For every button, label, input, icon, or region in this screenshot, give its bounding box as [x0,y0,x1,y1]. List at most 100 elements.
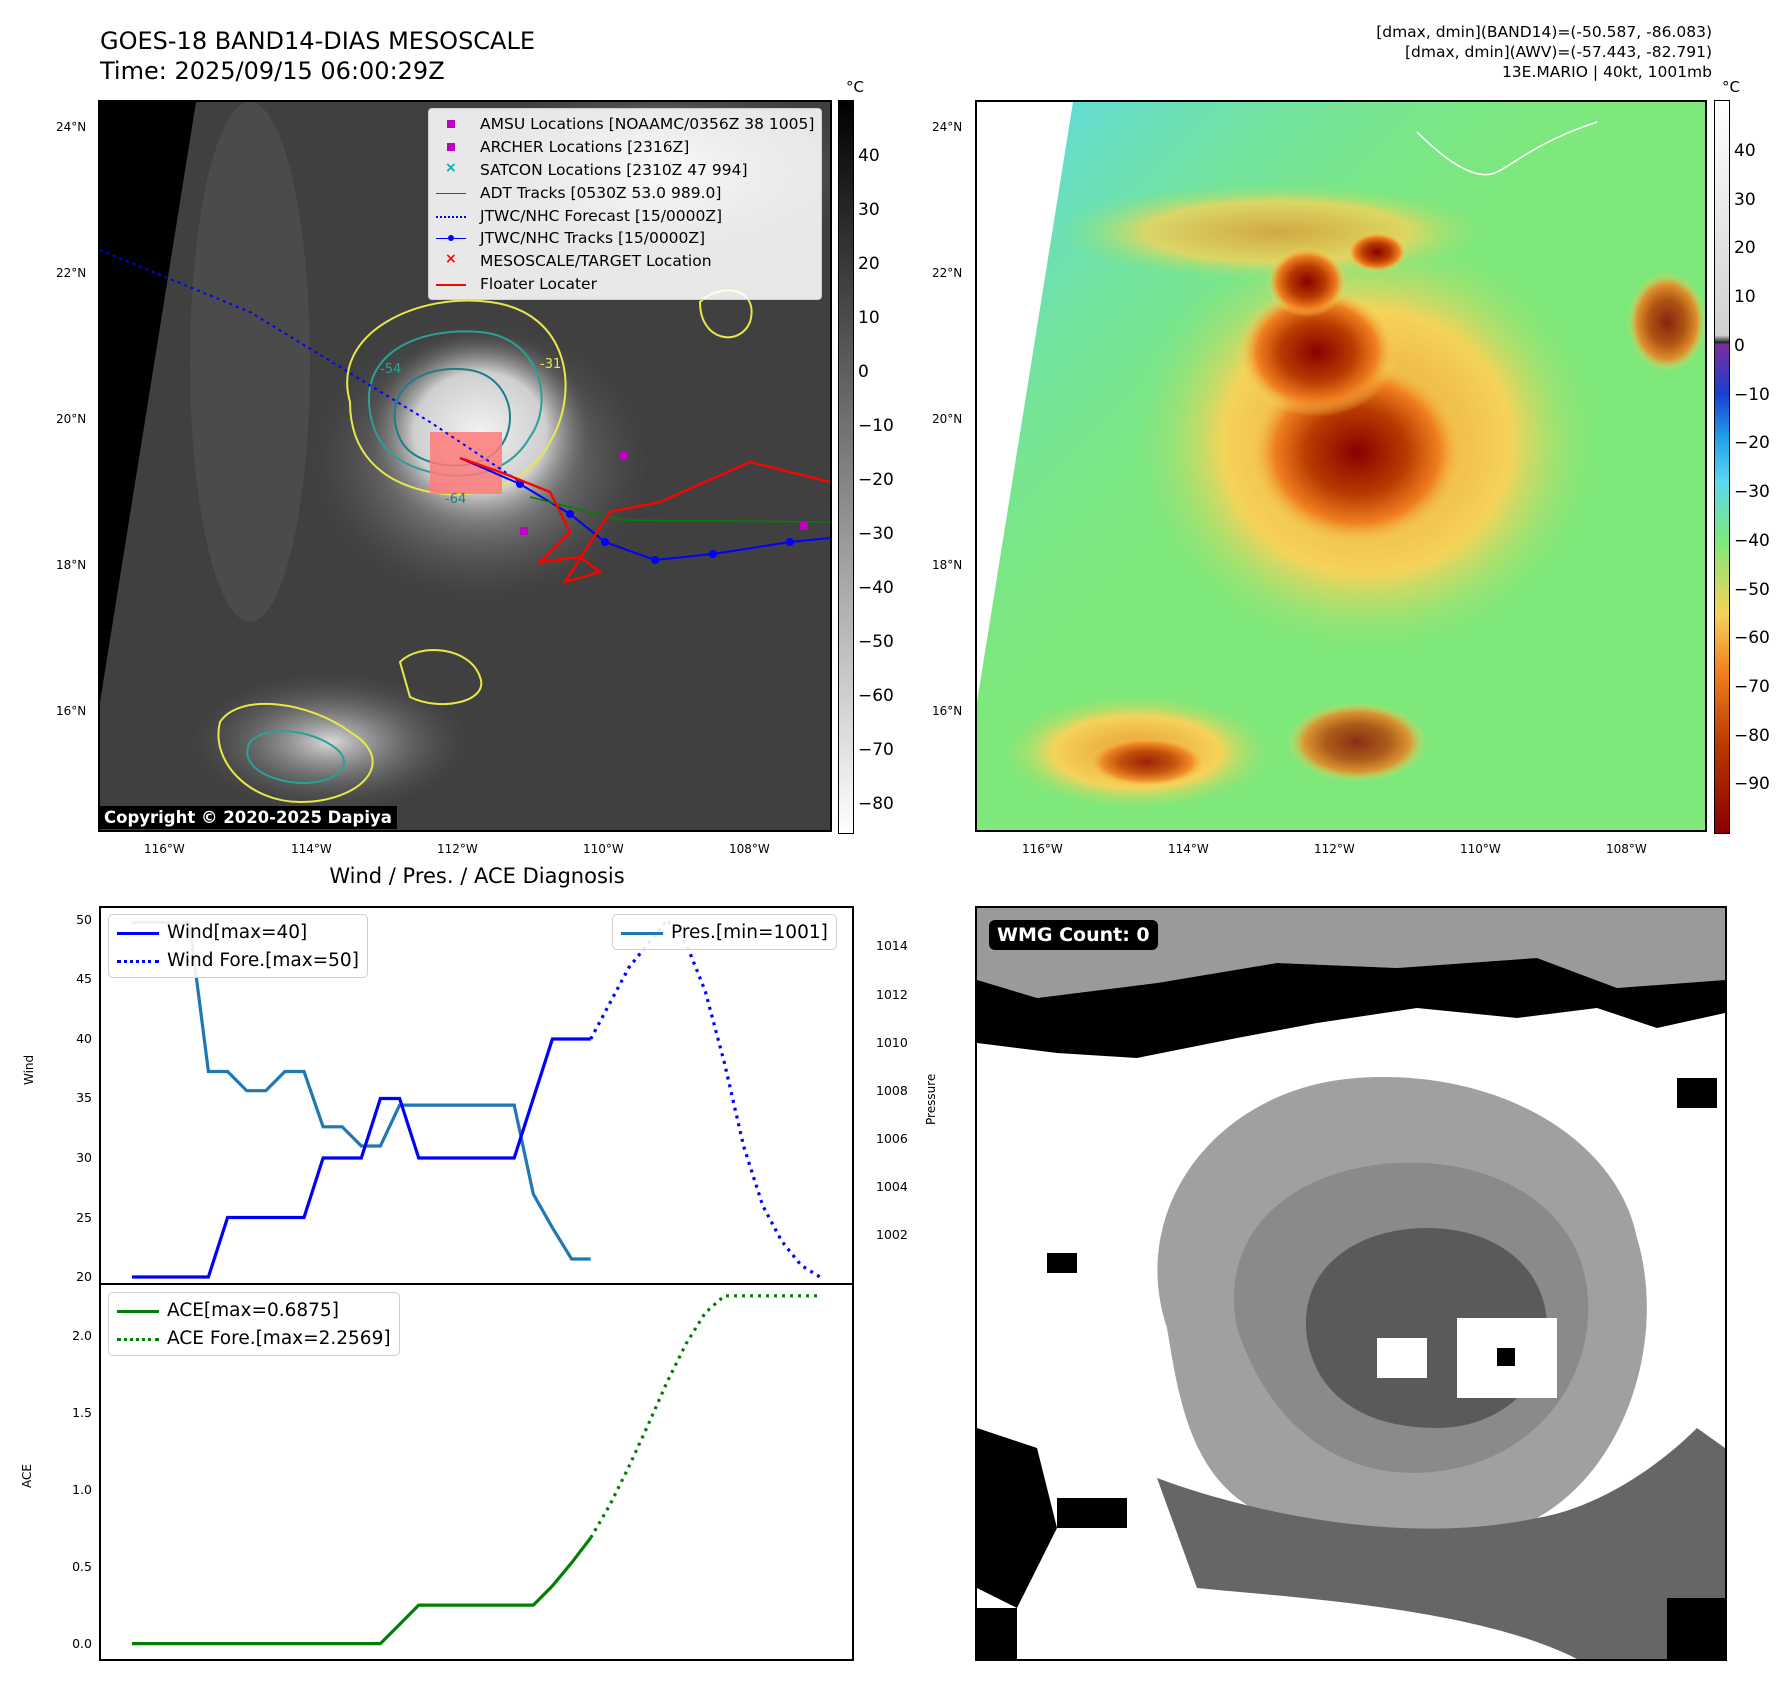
lon-tick-label: 112°W [437,842,478,856]
colorbar-tick: 40 [858,146,880,166]
grayscale-colorbar [838,100,854,834]
contour-label: -31 [540,357,562,372]
legend-item-floater: Floater Locater [436,273,814,296]
color-map-image [977,102,1705,830]
lat-tick-label: 20°N [932,412,963,426]
contour-label: -64 [445,492,467,507]
wind-tick-label: 30 [76,1150,92,1165]
legend-item-satcon: × SATCON Locations [2310Z 47 994] [445,159,748,179]
pressure-tick-label: 1012 [876,986,908,1002]
colorbar-tick: 20 [1734,238,1756,258]
pressure-axis-label: Pressure [924,1073,938,1125]
colorbar-tick: −70 [1734,677,1770,697]
pressure-tick-label: 1010 [876,1034,908,1050]
legend-item-ace-forecast: ACE Fore.[max=2.2569] [117,1324,391,1352]
colorbar-unit: °C [846,78,864,96]
info-band14: [dmax, dmin](BAND14)=(-50.587, -86.083) [1376,23,1712,41]
lon-tick-label: 110°W [1460,842,1501,856]
colorbar-tick: −90 [1734,774,1770,794]
legend-item-forecast: JTWC/NHC Forecast [15/0000Z] [436,204,814,227]
colorbar-tick: 10 [858,308,880,328]
ace-tick-label: 1.0 [72,1481,92,1497]
wind-pressure-plot [132,917,821,1279]
legend-item-target: × MESOSCALE/TARGET Location [445,251,712,271]
colorbar-tick: −50 [1734,580,1770,600]
pressure-tick-label: 1008 [876,1082,908,1098]
wmg-image [977,908,1725,1659]
wmg-panel[interactable] [975,906,1727,1661]
colorbar-tick: −30 [1734,482,1770,502]
colorbar-tick: −10 [858,416,894,436]
wind-line [132,1037,591,1279]
color-map-panel[interactable] [975,100,1707,832]
wind-tick-label: 45 [76,971,92,987]
colorbar-tick: 30 [1734,190,1756,210]
colorbar-unit: °C [1722,78,1740,96]
colorbar-tick: 40 [1734,141,1756,161]
legend-item-ace: ACE[max=0.6875] [117,1296,391,1324]
lon-tick-label: 110°W [583,842,624,856]
colorbar-tick: −50 [858,632,894,652]
legend-item-adt: ADT Tracks [0530Z 53.0 989.0] [436,181,814,204]
wind-tick-label: 25 [76,1209,92,1225]
color-colorbar [1714,100,1730,834]
contour-label: -54 [380,362,402,377]
colorbar-tick: −20 [1734,433,1770,453]
diagnosis-title: Wind / Pres. / ACE Diagnosis [329,864,625,888]
colorbar-tick: −60 [858,686,894,706]
colorbar-tick: −80 [858,794,894,814]
legend-item-wind-forecast: Wind Fore.[max=50] [117,946,359,974]
colorbar-tick: 0 [858,362,869,382]
figure-title: GOES-18 BAND14-DIAS MESOSCALE [100,27,536,55]
colorbar-tick: −70 [858,740,894,760]
colorbar-tick: −60 [1734,628,1770,648]
legend-item-amsu: AMSU Locations [NOAAMC/0356Z 38 1005] [436,113,814,136]
ace-tick-label: 2.0 [72,1327,92,1343]
lat-tick-label: 24°N [56,120,87,134]
colorbar-tick: 10 [1734,287,1756,307]
ace-tick-label: 0.0 [72,1635,92,1651]
legend-item-tracks: JTWC/NHC Tracks [15/0000Z] [436,227,814,250]
wind-forecast-line [589,917,821,1279]
lat-tick-label: 24°N [932,120,963,134]
lat-tick-label: 20°N [56,412,87,426]
colorbar-tick: 20 [858,254,880,274]
colorbar-tick: −80 [1734,726,1770,746]
info-storm: 13E.MARIO | 40kt, 1001mb [1501,63,1712,81]
wind-legend: Wind[max=40] Wind Fore.[max=50] [108,914,368,978]
info-awv: [dmax, dmin](AWV)=(-57.443, -82.791) [1405,43,1712,61]
info-block: [dmax, dmin](BAND14)=(-50.587, -86.083) … [1376,22,1712,82]
pressure-tick-label: 1014 [876,938,908,954]
lat-tick-label: 18°N [56,558,87,572]
lat-tick-label: 16°N [56,704,87,718]
ace-line [132,1536,592,1646]
lat-tick-label: 18°N [932,558,963,572]
wind-tick-label: 35 [76,1090,92,1106]
colorbar-tick: −30 [858,524,894,544]
pressure-tick-label: 1004 [876,1178,908,1194]
lat-tick-label: 22°N [932,266,963,280]
colorbar-tick: −40 [858,578,894,598]
pressure-legend: Pres.[min=1001] [612,914,837,950]
lat-tick-label: 16°N [932,704,963,718]
ace-tick-label: 0.5 [72,1558,92,1574]
ace-tick-label: 1.5 [72,1404,92,1420]
legend-item-archer: ARCHER Locations [2316Z] [436,136,814,159]
figure-time: Time: 2025/09/15 06:00:29Z [100,57,445,85]
colorbar-tick: 0 [1734,336,1745,356]
colorbar-tick: −40 [1734,531,1770,551]
lon-tick-label: 112°W [1314,842,1355,856]
legend-item-wind: Wind[max=40] [117,918,359,946]
wind-axis-label: Wind [22,1054,36,1085]
pressure-line [132,920,591,1261]
lon-tick-label: 114°W [1168,842,1209,856]
lat-tick-label: 22°N [56,266,87,280]
ace-plot [132,1294,820,1646]
map-legend: AMSU Locations [NOAAMC/0356Z 38 1005] AR… [428,108,823,301]
lon-tick-label: 116°W [1022,842,1063,856]
pressure-tick-label: 1006 [876,1130,908,1146]
pressure-tick-label: 1002 [876,1226,908,1242]
lon-tick-label: 116°W [144,842,185,856]
ace-axis-label: ACE [20,1464,34,1488]
lon-tick-label: 108°W [1606,842,1647,856]
